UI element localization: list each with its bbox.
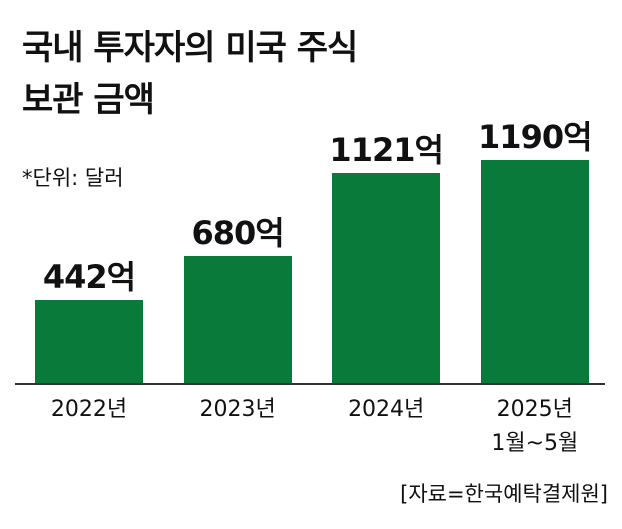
baseline <box>15 383 605 385</box>
bar <box>183 255 292 383</box>
bar <box>480 160 589 383</box>
x-tick-label: 2023년 <box>199 397 276 422</box>
chart-title: 국내 투자자의 미국 주식 보관 금액 <box>22 28 358 120</box>
x-tick-label: 2024년 <box>348 397 425 422</box>
bar <box>35 300 143 383</box>
bar <box>332 172 441 383</box>
value-label: 1121억 <box>329 130 444 169</box>
source: [자료=한국예탁결제원] <box>400 482 608 506</box>
chart-subtitle: *단위: 달러 <box>22 166 124 190</box>
value-label: 680억 <box>191 213 284 252</box>
x-tick-label: 2025년 1월~5월 <box>491 397 579 456</box>
value-label: 1190억 <box>478 118 593 156</box>
x-tick-label: 2022년 <box>50 397 128 422</box>
value-label: 442억 <box>42 258 136 297</box>
